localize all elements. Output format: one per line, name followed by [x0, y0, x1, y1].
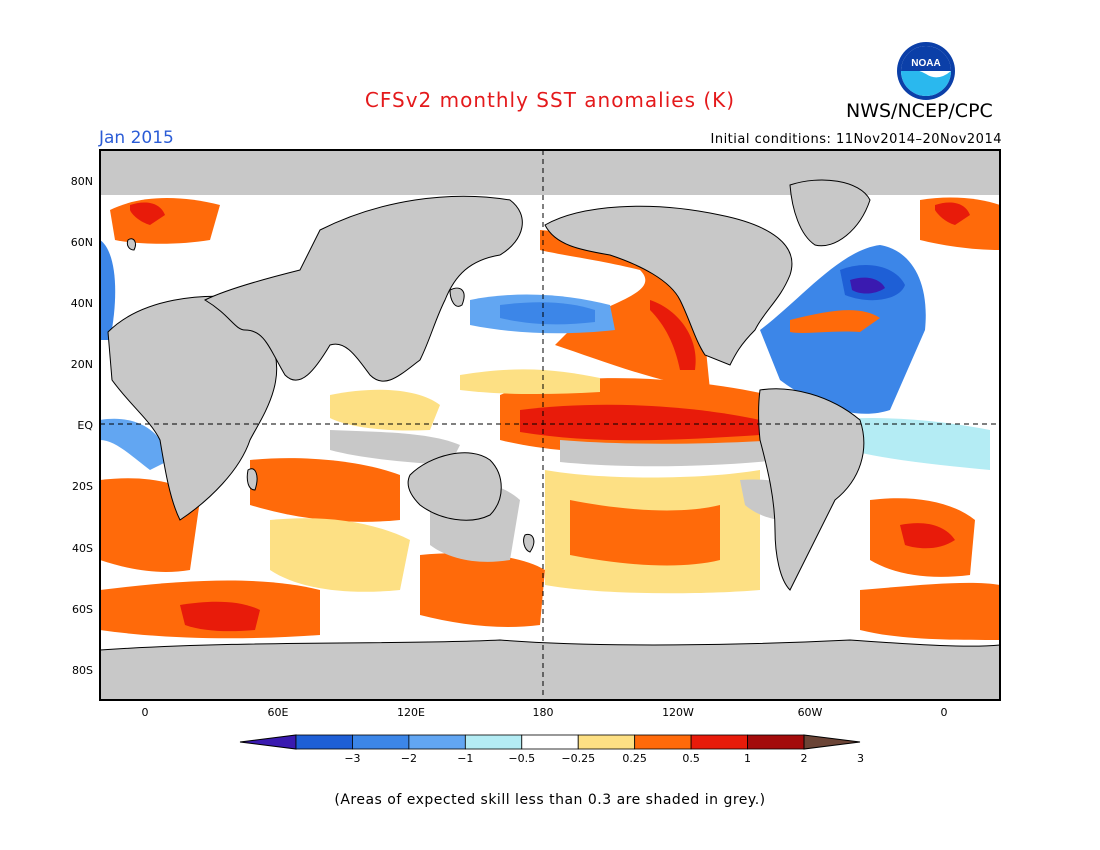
lon-label: 0 [941, 706, 948, 719]
lat-label: EQ [77, 419, 93, 432]
svg-text:NOAA: NOAA [911, 58, 940, 69]
lat-label: 80N [71, 175, 93, 188]
legend-swatch [464, 734, 523, 750]
lon-label: 0 [142, 706, 149, 719]
lat-label: 40S [72, 542, 93, 555]
lat-label: 20N [71, 358, 93, 371]
lat-label: 60N [71, 236, 93, 249]
legend-swatch [747, 734, 805, 750]
skill-note: (Areas of expected skill less than 0.3 a… [334, 792, 766, 808]
initial-conditions: Initial conditions: 11Nov2014–20Nov2014 [710, 132, 1002, 147]
legend-arrow-high [803, 734, 861, 750]
lon-label: 60E [268, 706, 289, 719]
legend-swatch [352, 734, 410, 750]
legend-label: 2 [801, 752, 808, 765]
legend-label: −1 [457, 752, 473, 765]
south-america [758, 388, 865, 591]
legend-label: 0.25 [622, 752, 647, 765]
legend-label: 3 [857, 752, 864, 765]
land-masses [100, 179, 1000, 700]
map-title: CFSv2 monthly SST anomalies (K) [364, 88, 736, 112]
lon-label: 60W [798, 706, 823, 719]
legend-swatch [690, 734, 748, 750]
color-legend: −3 −2 −1 −0.5 −0.25 0.25 0.5 1 2 3 [239, 734, 864, 765]
forecast-month: Jan 2015 [99, 128, 174, 148]
latitude-labels: 80N 60N 40N 20N EQ 20S 40S 60S 80S [71, 175, 94, 677]
legend-label: −3 [344, 752, 360, 765]
legend-label: 1 [744, 752, 751, 765]
japan [449, 287, 465, 307]
australia [407, 452, 502, 521]
uk [126, 238, 136, 251]
lon-label: 120E [397, 706, 425, 719]
legend-swatch [577, 734, 636, 750]
noaa-logo: NOAA [897, 42, 955, 100]
legend-arrow-low [239, 734, 297, 750]
lon-label: 180 [533, 706, 554, 719]
map-frame [99, 149, 1001, 701]
legend-swatch [408, 734, 466, 750]
greenland [789, 179, 871, 247]
lat-label: 20S [72, 480, 93, 493]
legend-swatch [634, 734, 692, 750]
antarctica [100, 639, 1000, 700]
legend-swatch [295, 734, 353, 750]
new-zealand [523, 533, 535, 553]
lat-label: 80S [72, 664, 93, 677]
lon-label: 120W [662, 706, 694, 719]
organization-label: NWS/NCEP/CPC [846, 100, 993, 122]
lat-label: 40N [71, 297, 93, 310]
eurasia [203, 195, 523, 382]
lat-label: 60S [72, 603, 93, 616]
madagascar [246, 468, 258, 491]
legend-label: −0.5 [508, 752, 535, 765]
longitude-labels: 0 60E 120E 180 120W 60W 0 [142, 706, 948, 719]
legend-label: 0.5 [682, 752, 700, 765]
north-america [544, 205, 793, 366]
legend-label: −0.25 [561, 752, 595, 765]
legend-swatch [521, 734, 579, 750]
legend-label: −2 [401, 752, 417, 765]
